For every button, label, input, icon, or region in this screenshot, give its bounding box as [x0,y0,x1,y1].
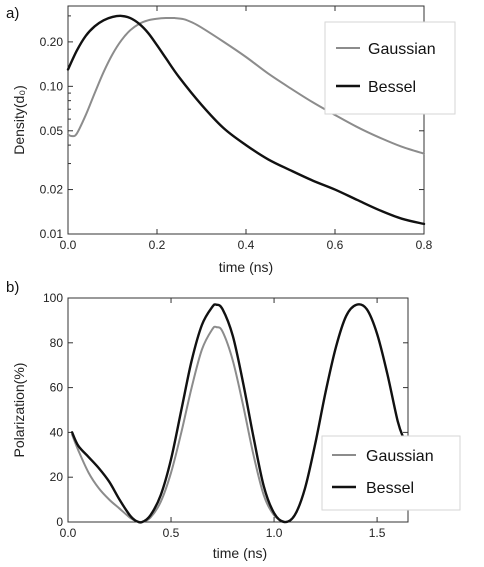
plot-frame-b [67,297,409,523]
y-axis-title-b: Polarization(%) [11,363,27,458]
x-tick-label-a: 0.6 [327,238,344,252]
y-tick-label-a: 0.20 [40,35,64,49]
y-axis-title-a: Density(d₀) [11,85,27,155]
x-tick-label-b: 0.0 [60,526,77,540]
y-tick-label-b: 60 [50,381,64,395]
chart-b: b) 0.0 0.5 1.0 1.5 0 20 40 60 80 100 time (ns) Po… [6,279,461,561]
x-axis-title-b: time (ns) [213,545,267,561]
panel-label-b: b) [6,279,19,296]
y-tick-label-b: 0 [56,515,63,529]
legend-b: Gaussian Bessel [321,435,461,511]
legend-box-b [321,435,461,511]
legend-b-bessel-label: Bessel [366,480,414,497]
x-tick-label-a: 0.4 [238,238,255,252]
x-tick-label-a: 0.8 [416,238,433,252]
y-tick-label-b: 20 [50,470,64,484]
ticks-b: 0.0 0.5 1.0 1.5 0 20 40 60 80 100 [43,291,408,540]
x-tick-label-b: 1.0 [266,526,283,540]
x-tick-label-b: 1.5 [369,526,386,540]
legend-a-gaussian-label: Gaussian [368,41,436,58]
y-tick-label-a: 0.05 [40,124,64,138]
x-tick-label-a: 0.2 [149,238,166,252]
x-axis-title-a: time (ns) [219,259,273,275]
y-tick-label-a: 0.02 [40,183,64,197]
y-tick-label-b: 80 [50,336,64,350]
legend-b-gaussian-label: Gaussian [366,448,434,465]
y-tick-label-b: 100 [43,291,63,305]
series-line-bessel-b [70,303,406,524]
series-line-bessel-a [66,14,426,226]
legend-a-bessel-label: Bessel [368,79,416,96]
legend-box-a [324,21,456,115]
chart-a: a) 0.0 0.2 0.4 0.6 0.8 0.01 0.02 0.05 0.10 0.20 t… [6,5,456,275]
panel-label-a: a) [6,5,19,22]
ticks-a: 0.0 0.2 0.4 0.6 0.8 0.01 0.02 0.05 0.10 0.20 [40,6,433,252]
series-lines-b [70,303,406,524]
y-tick-label-b: 40 [50,425,64,439]
legend-a: Gaussian Bessel [324,21,456,115]
y-tick-label-a: 0.01 [40,227,64,241]
x-tick-label-b: 0.5 [163,526,180,540]
x-tick-label-a: 0.0 [60,238,77,252]
series-line-gaussian-b [71,325,286,524]
y-tick-label-a: 0.10 [40,79,64,93]
